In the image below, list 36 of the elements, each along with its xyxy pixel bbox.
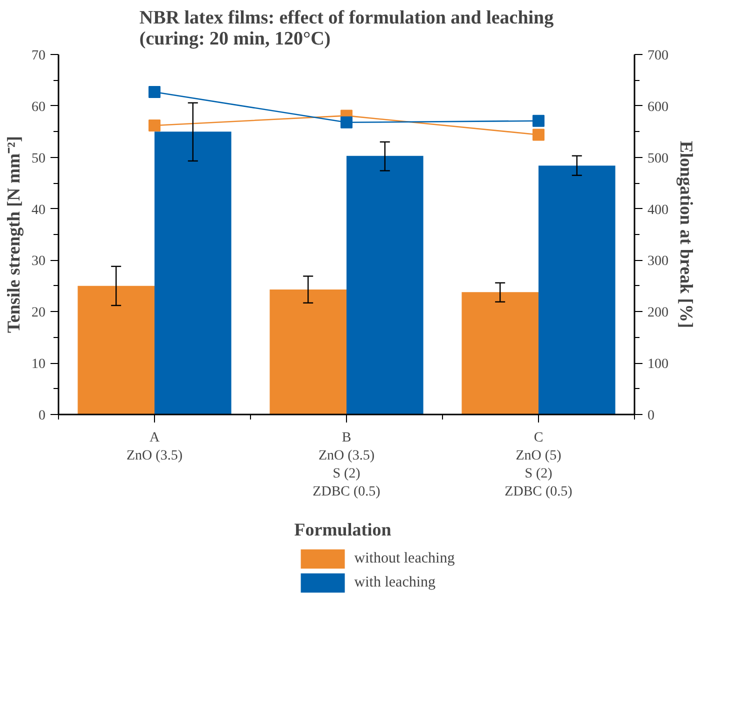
bar [154, 132, 232, 414]
y2-axis-title: Elongation at break [%] [676, 140, 696, 328]
bar [538, 166, 616, 414]
point [340, 116, 352, 128]
bar [78, 286, 154, 414]
y-tick-label: 30 [32, 254, 46, 270]
y-axis-title: Tensile strength [N mm⁻²] [4, 136, 24, 333]
y2-tick-label: 100 [648, 357, 668, 372]
y-tick-label: 20 [32, 306, 46, 321]
x-tick-label: B ZnO (3.5) S (2) ZDBC (0.5) [312, 430, 381, 500]
chart-title: NBR latex films: effect of formulation and leaching (curing: 20 min, 120°C) [139, 8, 554, 50]
point [148, 119, 160, 132]
y-tick-label: 70 [32, 48, 46, 64]
x-tick-label: C ZnO (5) S (2) ZDBC (0.5) [504, 430, 573, 500]
bar [462, 292, 538, 414]
legend-label: without leaching [354, 549, 455, 568]
y2-tick-label: 200 [648, 306, 668, 321]
legend-title: Formulation [294, 520, 392, 540]
y2-tick-label: 700 [648, 48, 668, 64]
y-tick-label: 40 [32, 202, 46, 218]
y-tick-label: 60 [32, 100, 46, 115]
y2-tick-label: 600 [648, 100, 668, 115]
point [148, 86, 160, 98]
x-tick-label: A ZnO (3.5) [126, 430, 183, 464]
y-tick-label: 10 [32, 357, 46, 372]
y2-tick-label: 500 [648, 151, 668, 166]
y-tick-label: 50 [32, 151, 46, 166]
y2-tick-label: 300 [648, 254, 668, 270]
point [532, 128, 544, 141]
y2-tick-label: 400 [648, 202, 668, 218]
y2-tick-label: 0 [648, 408, 654, 424]
bar [346, 156, 424, 414]
point [532, 114, 544, 127]
legend-label: with leaching [354, 573, 436, 592]
bar [270, 290, 346, 414]
y-tick-label: 0 [38, 408, 46, 424]
